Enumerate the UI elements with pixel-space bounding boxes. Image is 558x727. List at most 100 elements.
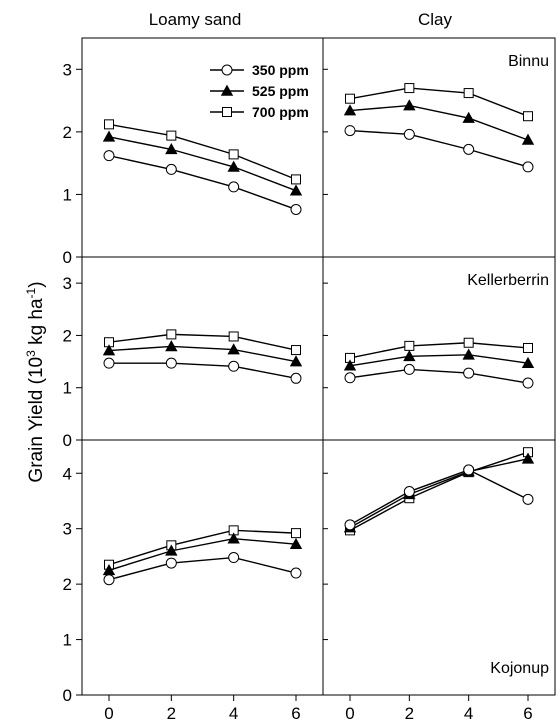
panel-kellerberrin-clay: Kellerberrin xyxy=(323,272,549,441)
y-tick-label: 1 xyxy=(63,631,72,650)
series-line-700-ppm xyxy=(349,87,529,117)
data-point xyxy=(403,350,416,362)
data-point xyxy=(523,111,533,122)
series-line-350-ppm xyxy=(349,129,529,168)
x-tick-label: 0 xyxy=(345,704,354,722)
x-tick-label: 2 xyxy=(167,704,176,722)
legend-marker xyxy=(220,84,234,96)
data-point xyxy=(290,567,302,579)
data-point xyxy=(228,181,240,193)
data-point xyxy=(404,83,415,94)
data-point xyxy=(165,340,178,352)
series-line-700-ppm xyxy=(349,451,529,531)
legend: 350 ppm 525 ppm 700 ppm xyxy=(210,62,309,120)
data-point xyxy=(228,331,239,342)
legend-entry-350-ppm: 350 ppm xyxy=(210,62,309,78)
series-350-ppm xyxy=(103,150,302,215)
data-point xyxy=(344,372,356,384)
y-tick-label: 3 xyxy=(63,520,72,539)
data-point xyxy=(291,174,301,185)
y-tick-label: 2 xyxy=(63,123,72,142)
data-point xyxy=(403,99,416,111)
y-tick-label: 4 xyxy=(63,464,72,483)
y-tick-label: 0 xyxy=(63,686,72,705)
data-point xyxy=(463,464,475,476)
series-line-525-ppm xyxy=(349,458,529,529)
panel-kojonup-clay: 0 2 4 6 Kojonup xyxy=(323,447,549,723)
series-line-700-ppm xyxy=(349,342,529,359)
series-700-ppm xyxy=(345,83,533,122)
x-tick-label: 2 xyxy=(405,704,414,722)
series-700-ppm xyxy=(104,119,301,185)
data-point xyxy=(165,163,177,175)
data-point xyxy=(166,130,177,141)
legend-entry-525-ppm: 525 ppm xyxy=(210,83,309,99)
legend-label: 700 ppm xyxy=(252,104,309,120)
series-line-350-ppm xyxy=(108,556,297,581)
series-350-ppm xyxy=(103,357,302,384)
legend-label: 350 ppm xyxy=(252,62,309,78)
series-700-ppm xyxy=(345,447,533,536)
series-line-350-ppm xyxy=(349,469,529,526)
legend-entry-700-ppm: 700 ppm xyxy=(210,104,309,120)
data-point xyxy=(102,344,116,356)
site-label-binnu: Binnu xyxy=(508,53,549,70)
data-point xyxy=(165,143,178,155)
data-point xyxy=(522,377,534,389)
series-350-ppm xyxy=(344,363,534,389)
data-point xyxy=(102,130,116,142)
y-axis-label: Grain Yield (103 kg ha-1) xyxy=(24,281,47,482)
x-tick-label: 4 xyxy=(464,704,473,722)
data-point xyxy=(228,149,239,160)
series-line-525-ppm xyxy=(349,354,529,367)
series-line-525-ppm xyxy=(108,537,297,571)
panel-binnu-clay: Binnu xyxy=(323,53,549,258)
data-point xyxy=(523,342,533,353)
data-point xyxy=(463,143,475,155)
series-350-ppm xyxy=(103,552,302,586)
series-line-700-ppm xyxy=(108,529,297,566)
data-point xyxy=(289,184,303,196)
data-point xyxy=(403,363,415,375)
data-point xyxy=(289,537,303,550)
data-point xyxy=(289,355,303,367)
plot-frame xyxy=(81,37,556,696)
series-350-ppm xyxy=(344,125,534,173)
data-point xyxy=(165,357,177,369)
data-point xyxy=(228,552,240,564)
data-point xyxy=(344,519,356,531)
y-tick-label: 3 xyxy=(63,60,72,79)
data-point xyxy=(291,345,301,356)
data-point xyxy=(522,493,534,505)
series-350-ppm xyxy=(344,464,534,531)
y-tick-label: 0 xyxy=(63,431,72,450)
series-line-350-ppm xyxy=(109,362,297,379)
series-line-350-ppm xyxy=(108,154,297,211)
data-point xyxy=(521,356,535,368)
series-525-ppm xyxy=(343,348,535,371)
column-title-clay: Clay xyxy=(418,10,453,29)
data-point xyxy=(404,340,415,351)
data-point xyxy=(103,357,115,369)
data-point xyxy=(165,557,177,569)
series-525-ppm xyxy=(102,130,303,196)
y-tick-label: 3 xyxy=(63,274,72,293)
data-point xyxy=(522,161,534,173)
series-line-700-ppm xyxy=(108,123,297,181)
data-point xyxy=(227,160,240,172)
panels: 0 1 2 3 Binnu 0 1 2 3 Kellerberrin 0 1 2 3 4 0 2 4 6 0 2 4 6 Ko… xyxy=(63,37,556,723)
panel-kellerberrin-loamy-sand: 0 1 2 3 xyxy=(63,274,303,450)
series-line-700-ppm xyxy=(108,333,297,351)
data-point xyxy=(403,486,415,498)
data-point xyxy=(290,203,302,215)
axes-text: Loamy sand Clay Grain Yield (103 kg ha-1… xyxy=(24,10,453,483)
y-tick-label: 1 xyxy=(63,379,72,398)
data-point xyxy=(104,119,114,130)
x-tick-label: 0 xyxy=(104,704,113,722)
x-tick-label: 6 xyxy=(291,704,300,722)
series-line-525-ppm xyxy=(108,136,297,192)
data-point xyxy=(463,367,475,379)
data-point xyxy=(463,88,474,99)
data-point xyxy=(403,128,415,140)
